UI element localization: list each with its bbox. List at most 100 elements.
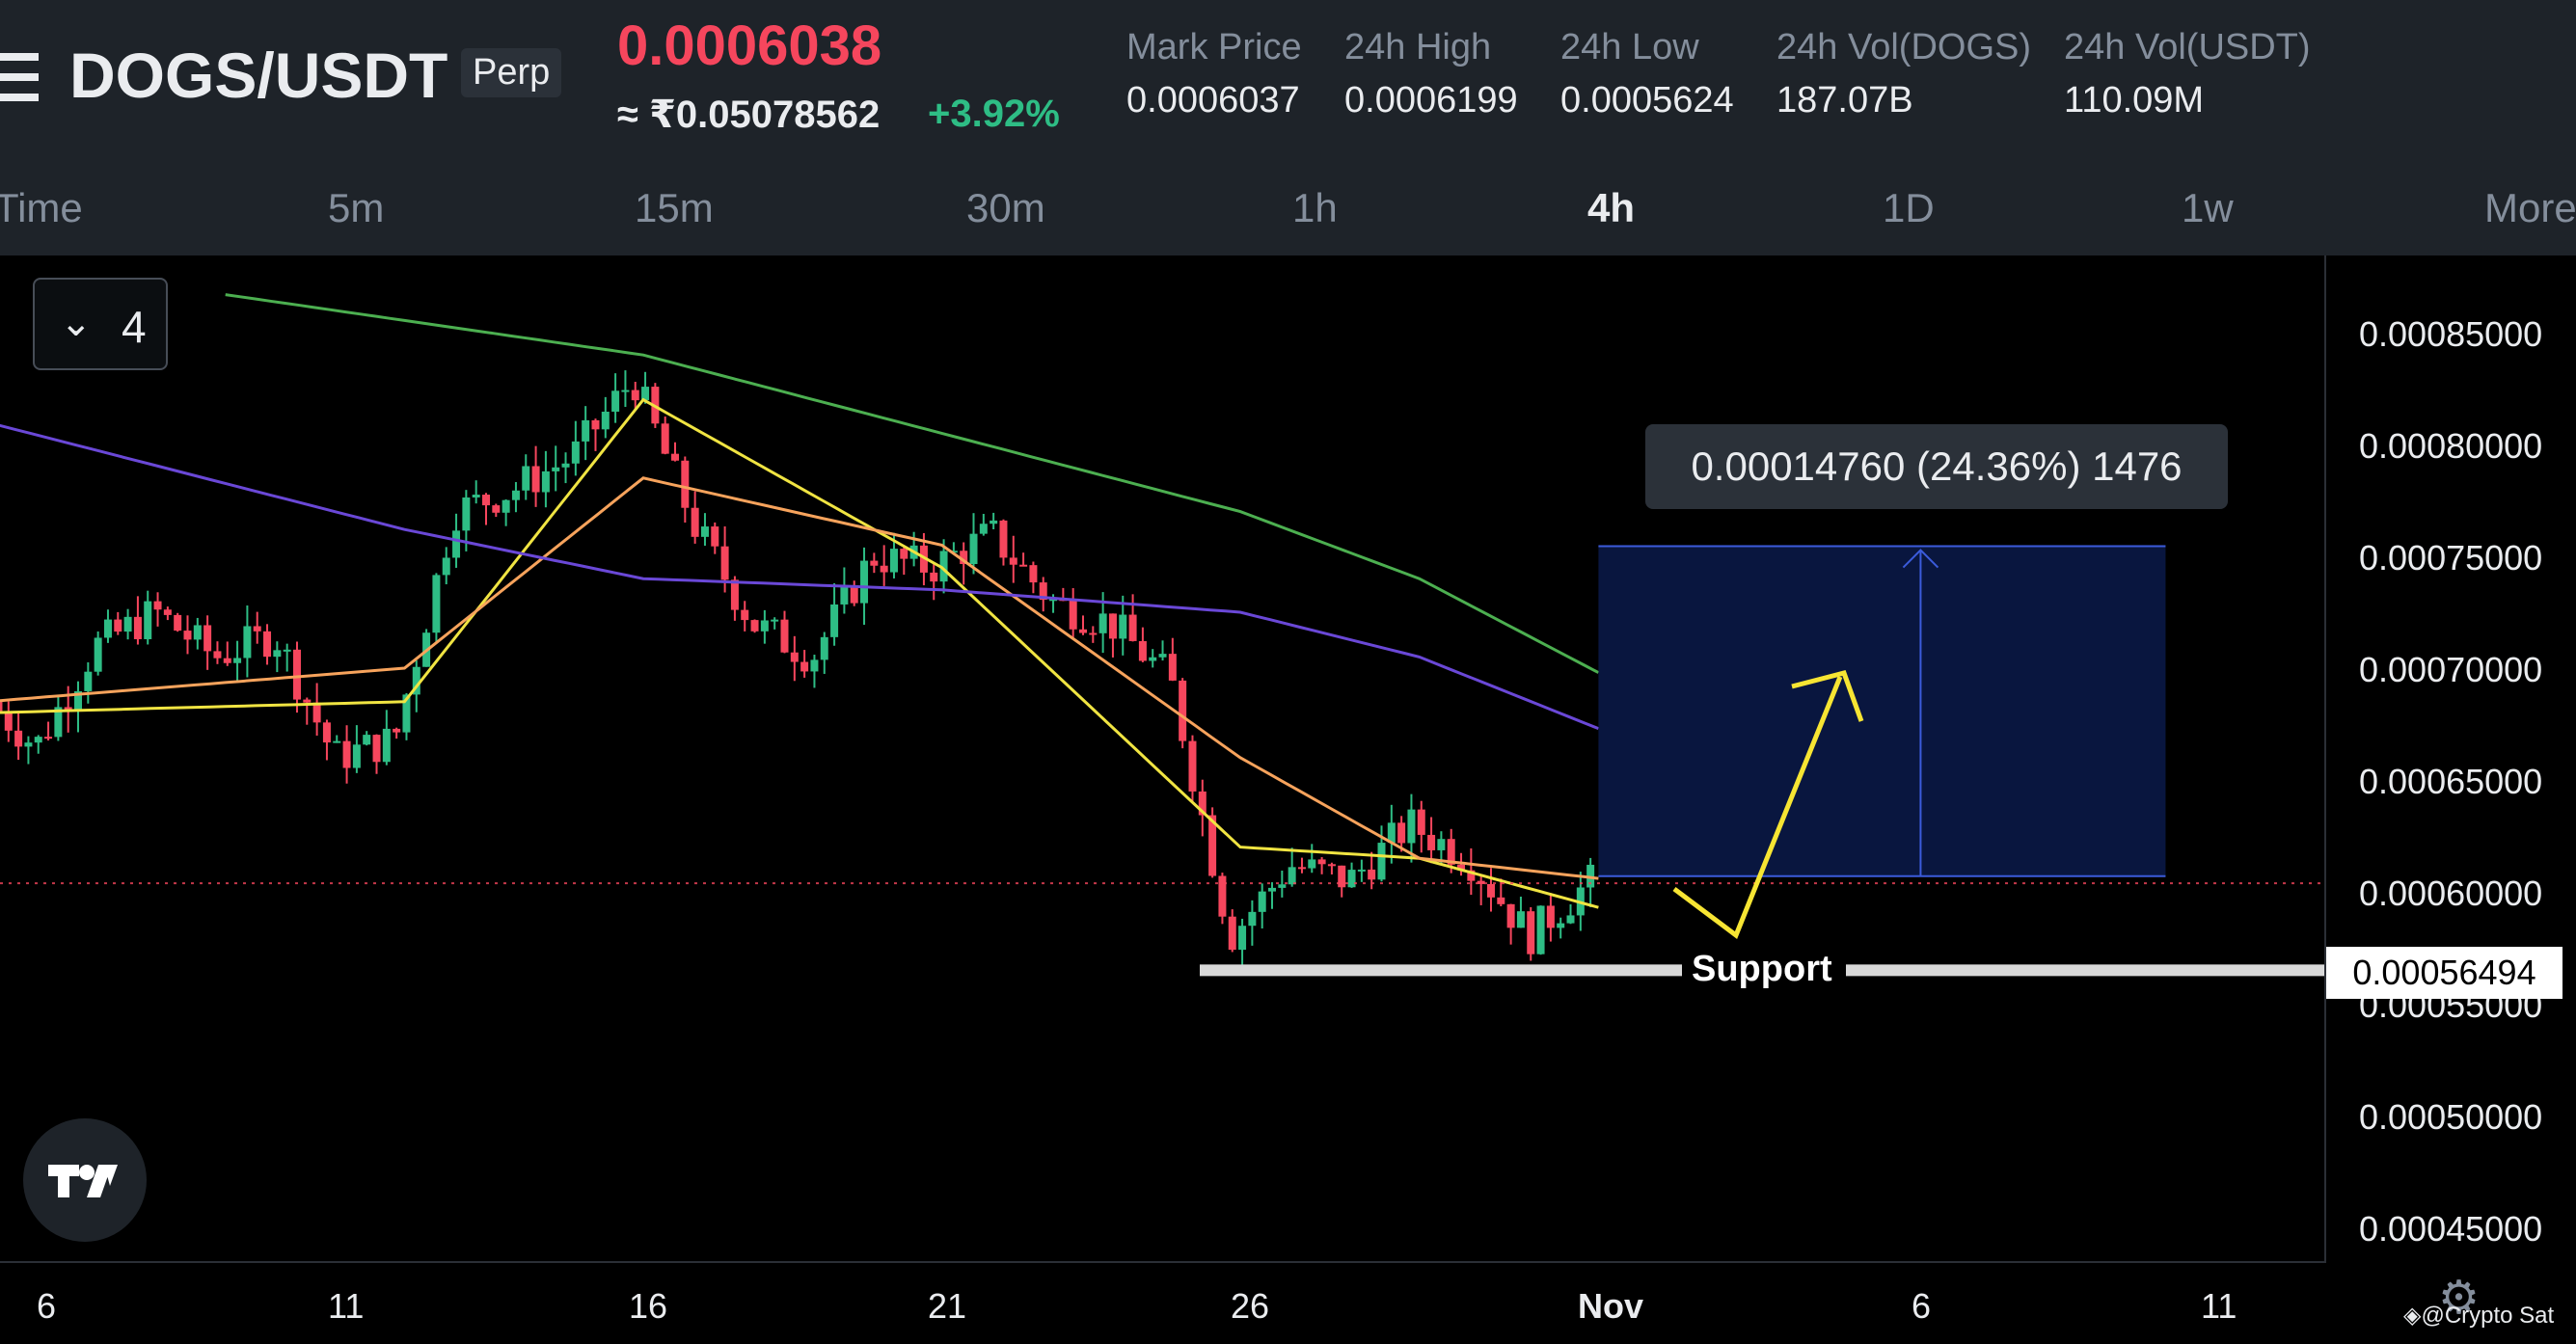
candle-body <box>84 671 93 691</box>
candle-body <box>522 466 530 491</box>
tab-1w[interactable]: 1w <box>2182 185 2234 230</box>
inr-price: ≈ ₹0.05078562 <box>617 94 881 136</box>
candle-body <box>1069 599 1077 630</box>
indicator-toggle-button[interactable]: ⌄ 4 <box>33 278 168 370</box>
candle-body <box>292 649 301 700</box>
candle-body <box>1089 632 1098 635</box>
chart-area[interactable] <box>0 255 2324 1263</box>
tab-1h[interactable]: 1h <box>1292 185 1338 230</box>
candle-body <box>1557 923 1565 928</box>
candle-body <box>571 441 580 464</box>
candle-body <box>452 530 461 558</box>
change-percent: +3.92% <box>928 93 1060 135</box>
candle-body <box>481 495 490 506</box>
candle-body <box>193 625 202 640</box>
candle-body <box>352 744 361 768</box>
gear-icon[interactable]: ⚙ <box>2438 1273 2481 1324</box>
x-tick-label: 11 <box>328 1286 365 1326</box>
candle-body <box>1347 870 1356 888</box>
candle-body <box>1377 843 1386 880</box>
tab-30m[interactable]: 30m <box>966 185 1045 230</box>
candle-body <box>850 585 858 604</box>
candle-body <box>681 460 690 508</box>
candle-body <box>990 520 998 524</box>
candle-body <box>502 499 510 513</box>
x-tick-label: 11 <box>2201 1286 2237 1326</box>
candle-body <box>511 490 520 500</box>
candle-body <box>312 702 321 723</box>
watermark: ◈@Crypto Sat <box>2403 1303 2555 1329</box>
candle-body <box>1486 883 1495 898</box>
candle-body <box>14 730 23 747</box>
tab-5m[interactable]: 5m <box>328 185 385 230</box>
tradingview-logo[interactable] <box>23 1118 147 1242</box>
candle-body <box>183 631 192 640</box>
tab-15m[interactable]: 15m <box>635 185 714 230</box>
candle-body <box>541 470 550 493</box>
tab-more[interactable]: More <box>2484 185 2576 230</box>
candle-body <box>1368 869 1376 880</box>
price-axis[interactable] <box>2324 255 2576 1263</box>
candle-body <box>531 466 540 493</box>
tab-1d[interactable]: 1D <box>1883 185 1935 230</box>
measure-label: 0.00014760 (24.36%) 1476 <box>1645 424 2228 509</box>
candle-body <box>263 631 272 658</box>
candle-body <box>700 526 709 537</box>
candle-body <box>303 699 312 703</box>
candle-body <box>1327 864 1336 867</box>
moving-average-line <box>0 423 1599 730</box>
measure-arrow-head <box>1902 549 1939 569</box>
candle-body <box>273 650 282 658</box>
candle-body <box>979 524 988 534</box>
x-tick-label: 26 <box>1231 1286 1270 1326</box>
candle-body <box>1128 614 1137 641</box>
candle-body <box>223 658 231 663</box>
candle-body <box>1527 911 1535 954</box>
candle-body <box>1179 680 1187 741</box>
candle-body <box>24 742 33 747</box>
candle-body <box>1357 869 1366 872</box>
candle-body <box>472 495 480 497</box>
candle-body <box>889 549 898 573</box>
projection-arrow-head <box>1791 670 1864 722</box>
candle-body <box>1338 865 1346 888</box>
candle-body <box>382 728 391 763</box>
trading-pair[interactable]: DOGS/USDT <box>69 40 448 111</box>
candle-body <box>1477 880 1485 884</box>
candle-body <box>94 637 102 672</box>
stat-24h-high: 24h High 0.0006199 <box>1344 27 1518 121</box>
candle-body <box>1149 657 1157 661</box>
x-tick-label: 6 <box>1912 1286 1932 1326</box>
contract-type-badge: Perp <box>461 48 562 97</box>
moving-average-line <box>0 476 1599 880</box>
candle-body <box>333 740 341 743</box>
candle-body <box>1427 834 1436 850</box>
candle-body <box>103 619 112 638</box>
candle-body <box>1098 613 1107 633</box>
time-axis[interactable] <box>0 1261 2324 1344</box>
support-label: Support <box>1692 949 1832 989</box>
moving-average-line <box>225 293 1600 674</box>
candle-body <box>930 572 938 582</box>
tab-time[interactable]: Time <box>0 185 83 230</box>
menu-icon[interactable] <box>0 53 41 101</box>
candle-body <box>561 463 570 468</box>
candle-body <box>1039 582 1047 601</box>
x-tick-label: 6 <box>37 1286 57 1326</box>
stat-24h-low: 24h Low 0.0005624 <box>1560 27 1734 121</box>
candle-body <box>820 636 828 660</box>
candle-body <box>840 585 849 605</box>
tab-4h[interactable]: 4h <box>1587 185 1636 230</box>
candle-body <box>372 735 381 763</box>
stat-mark-price: Mark Price 0.0006037 <box>1126 27 1302 121</box>
candle-body <box>1218 875 1227 917</box>
candle-body <box>442 557 450 576</box>
ticker-header: DOGS/USDT Perp 0.0006038 ≈ ₹0.05078562 +… <box>0 0 2576 255</box>
price-chart[interactable] <box>0 255 2324 1263</box>
candle-body <box>34 737 42 743</box>
candle-body <box>0 701 3 712</box>
candle-body <box>621 390 630 392</box>
candle-body <box>1258 891 1266 912</box>
stat-24h-vol-dogs: 24h Vol(DOGS) 187.07B <box>1776 27 2031 121</box>
candle-body <box>283 649 291 652</box>
